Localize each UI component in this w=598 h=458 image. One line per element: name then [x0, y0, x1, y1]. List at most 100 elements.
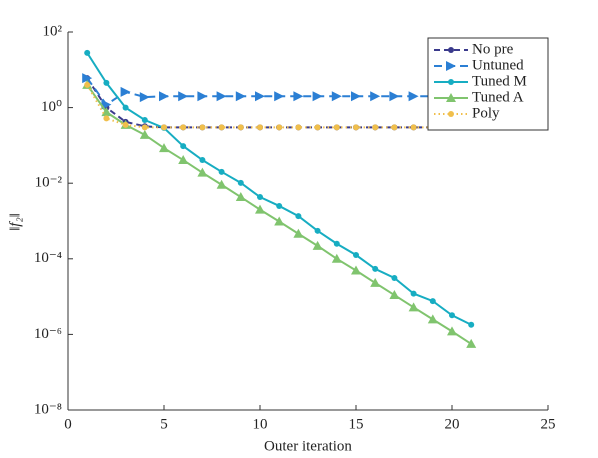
- x-tick-label: 5: [160, 416, 168, 432]
- point: [274, 216, 285, 226]
- point: [314, 124, 321, 131]
- point: [391, 124, 398, 131]
- point: [141, 124, 148, 131]
- point: [178, 91, 189, 102]
- point: [410, 124, 417, 131]
- y-tick-label: 10⁻⁴: [34, 250, 62, 266]
- point: [353, 124, 359, 131]
- legend-label: Poly: [472, 105, 500, 121]
- point: [257, 194, 263, 201]
- point: [353, 252, 359, 259]
- point: [312, 91, 323, 102]
- x-tick-label: 20: [445, 416, 460, 432]
- point: [295, 213, 302, 220]
- point: [103, 79, 110, 86]
- point: [120, 86, 131, 97]
- x-tick-label: 25: [541, 416, 556, 432]
- point: [372, 124, 379, 131]
- point: [389, 290, 400, 300]
- x-tick-label: 0: [64, 416, 72, 432]
- point: [159, 143, 169, 153]
- point: [391, 275, 398, 282]
- point: [139, 129, 150, 139]
- point: [122, 121, 129, 128]
- point: [255, 204, 265, 214]
- point: [333, 124, 340, 131]
- y-tick-label: 10⁻⁸: [34, 401, 62, 417]
- point: [216, 179, 227, 189]
- x-tick-label: 10: [253, 416, 268, 432]
- point: [159, 91, 169, 102]
- y-tick-label: 10⁻⁶: [34, 326, 62, 342]
- point: [257, 124, 263, 131]
- point: [333, 240, 340, 247]
- point: [235, 91, 246, 102]
- point: [235, 192, 246, 202]
- point: [216, 91, 227, 102]
- point: [122, 104, 129, 111]
- point: [408, 91, 419, 102]
- point: [180, 124, 187, 131]
- point: [199, 157, 206, 164]
- point: [447, 326, 457, 336]
- point: [410, 290, 417, 297]
- point: [218, 124, 225, 131]
- point: [237, 179, 244, 186]
- y-tick-label: 10⁰: [41, 99, 62, 115]
- point: [429, 298, 436, 305]
- point: [139, 92, 150, 103]
- series-line: [86, 77, 472, 106]
- point: [276, 124, 283, 131]
- series-line: [86, 52, 472, 326]
- legend-marker: [448, 79, 454, 85]
- point: [468, 321, 475, 328]
- point: [331, 91, 342, 102]
- legend-label: Tuned A: [472, 89, 524, 105]
- point: [351, 265, 361, 275]
- y-tick-label: 10²: [43, 23, 63, 39]
- y-axis-label: ‖f₂‖: [7, 213, 23, 231]
- point: [312, 240, 323, 250]
- point: [161, 124, 167, 131]
- point: [314, 227, 321, 234]
- legend-marker: [446, 61, 456, 71]
- y-tick-label: 10⁻²: [35, 175, 63, 191]
- point: [276, 202, 283, 209]
- point: [427, 314, 438, 324]
- point: [255, 91, 265, 102]
- point: [82, 73, 93, 84]
- x-tick-label: 15: [349, 416, 364, 432]
- point: [408, 302, 419, 312]
- point: [293, 228, 304, 238]
- point: [274, 91, 285, 102]
- point: [370, 277, 381, 287]
- x-axis-label: Outer iteration: [264, 438, 352, 454]
- legend-marker: [448, 111, 454, 117]
- point: [218, 168, 225, 175]
- point: [103, 115, 110, 122]
- point: [295, 124, 302, 131]
- point: [466, 338, 477, 348]
- point: [370, 91, 381, 102]
- legend-label: Untuned: [472, 57, 524, 73]
- point: [141, 116, 148, 123]
- point: [331, 253, 342, 263]
- point: [293, 91, 304, 102]
- legend-label: Tuned M: [472, 73, 527, 89]
- point: [180, 143, 187, 150]
- legend-marker: [448, 47, 454, 53]
- point: [84, 49, 91, 56]
- point: [449, 312, 455, 319]
- point: [237, 124, 244, 131]
- legend-label: No pre: [472, 41, 514, 57]
- point: [197, 167, 208, 177]
- legend-marker: [446, 93, 456, 102]
- point: [84, 81, 91, 88]
- point: [372, 265, 379, 272]
- point: [101, 107, 112, 117]
- point: [178, 155, 189, 165]
- point: [351, 91, 361, 102]
- point: [389, 91, 400, 102]
- point: [199, 124, 206, 131]
